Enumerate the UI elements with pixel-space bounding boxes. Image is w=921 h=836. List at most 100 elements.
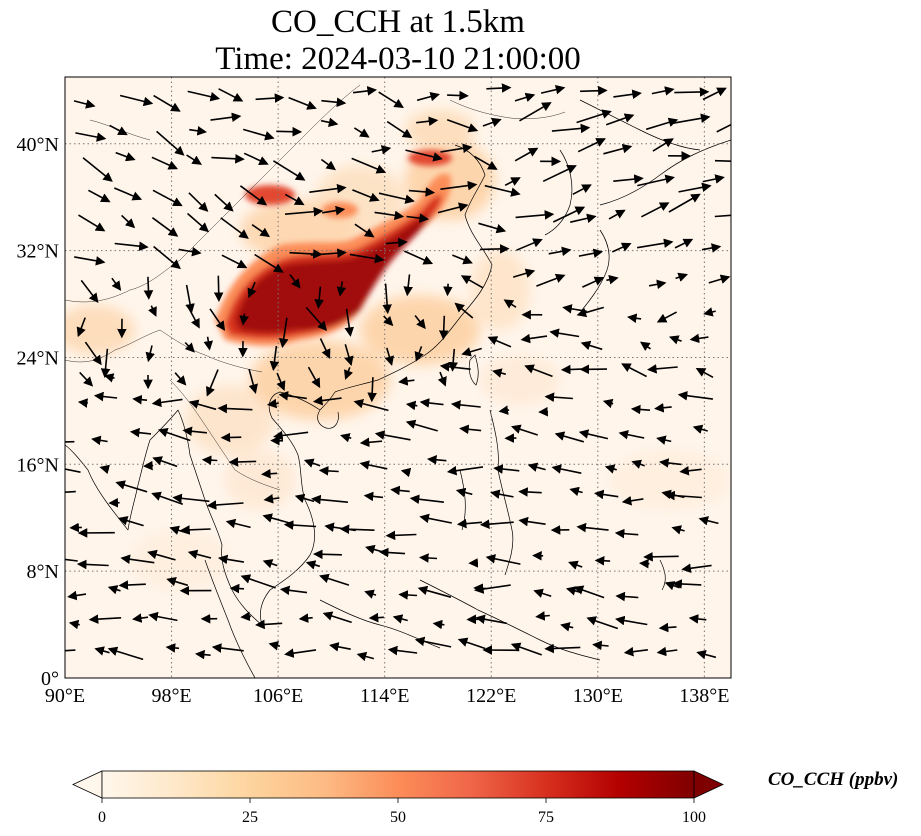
wind-arrow (254, 253, 284, 273)
wind-arrow (656, 435, 672, 445)
wind-arrow (152, 189, 183, 207)
wind-arrow (129, 427, 152, 438)
wind-arrow (268, 641, 281, 651)
colorbar-label: CO_CCH (ppbv) (768, 769, 899, 790)
wind-arrow (184, 341, 195, 353)
wind-arrow (73, 99, 96, 109)
wind-arrow (516, 238, 543, 251)
wind-arrow (405, 149, 443, 162)
wind-arrow (569, 486, 583, 497)
wind-arrow (203, 336, 214, 351)
wind-arrow (606, 274, 619, 285)
wind-arrow (174, 372, 187, 386)
wind-arrow (454, 302, 474, 319)
wind-arrow (440, 180, 478, 191)
wind-arrow (279, 585, 308, 596)
wind-arrow (392, 614, 408, 624)
wind-arrow (417, 585, 452, 598)
wind-arrow (187, 90, 221, 102)
wind-arrow (398, 590, 418, 600)
wind-arrow (383, 315, 394, 327)
wind-arrow (578, 248, 604, 259)
wind-arrow (378, 547, 406, 558)
wind-arrow (211, 643, 244, 653)
wind-arrow (409, 494, 444, 505)
wind-arrow (533, 588, 552, 598)
wind-arrow (643, 552, 679, 562)
wind-arrow (604, 464, 617, 474)
wind-arrow (261, 468, 278, 479)
wind-arrow (172, 493, 210, 504)
wind-arrow (269, 345, 280, 371)
wind-arrow (314, 286, 324, 309)
wind-arrow (527, 462, 546, 472)
wind-arrow (340, 433, 352, 443)
wind-arrow (209, 308, 226, 331)
wind-arrow (603, 143, 633, 155)
wind-arrow (457, 637, 486, 650)
wind-arrow (668, 193, 701, 213)
country-borders (65, 84, 566, 491)
wind-arrow (419, 553, 438, 563)
wind-arrow (339, 524, 375, 535)
wind-arrow (239, 313, 249, 326)
lon-tick-label: 90°E (45, 685, 85, 707)
wind-arrow (703, 307, 716, 317)
wind-arrow (548, 246, 572, 257)
wind-arrow (109, 124, 128, 136)
wind-arrow (378, 192, 415, 204)
wind-arrow (580, 85, 608, 96)
map-title-line1: CO_CCH at 1.5km (271, 4, 525, 40)
wind-arrow (344, 344, 354, 367)
co-concentration-field (65, 110, 730, 590)
wind-arrow (311, 494, 348, 505)
wind-arrow (651, 86, 675, 96)
wind-arrow (419, 513, 452, 524)
wind-arrow (210, 112, 242, 123)
wind-arrow (614, 528, 639, 539)
wind-arrow (414, 315, 426, 330)
wind-arrow (446, 118, 479, 133)
wind-arrow (437, 202, 469, 214)
wind-arrow (478, 222, 507, 234)
wind-arrow (218, 88, 244, 102)
wind-arrow (305, 560, 321, 570)
wind-arrow (206, 500, 244, 510)
wind-arrow (689, 333, 709, 344)
wind-arrow (214, 193, 234, 212)
wind-arrow (356, 651, 375, 662)
wind-arrow (188, 192, 209, 212)
wind-arrow (552, 206, 586, 223)
wind-arrow (88, 614, 122, 624)
map-gridlines (65, 77, 731, 678)
longitude-axis: 90°E 98°E 106°E 114°E 122°E 130°E 138°E (45, 685, 730, 707)
wind-arrow (716, 123, 731, 133)
wind-arrow (118, 580, 146, 590)
wind-arrow (65, 649, 76, 652)
wind-arrow (382, 283, 392, 315)
wind-arrow (186, 212, 210, 233)
wind-arrow (374, 210, 405, 221)
wind-arrow (615, 615, 648, 626)
wind-arrow (185, 284, 195, 314)
wind-arrow (515, 210, 555, 220)
wind-arrow (278, 317, 289, 349)
wind-arrow (88, 189, 111, 203)
wind-arrow (630, 404, 651, 415)
wind-arrow (156, 130, 185, 156)
lon-tick-label: 106°E (253, 685, 303, 707)
wind-arrow (151, 397, 183, 408)
lat-tick-label: 40°N (17, 134, 59, 156)
wind-arrow (187, 306, 200, 329)
wind-arrow (387, 645, 418, 656)
wind-arrow (262, 559, 278, 569)
wind-arrow (221, 254, 248, 269)
wind-arrow (180, 525, 211, 535)
wind-arrow (284, 206, 324, 217)
wind-arrow (76, 559, 109, 570)
wind-arrow (322, 205, 346, 216)
latitude-axis: 0° 8°N 16°N 24°N 32°N 40°N (17, 134, 59, 690)
wind-arrow (153, 94, 181, 112)
wind-arrow (374, 430, 411, 441)
